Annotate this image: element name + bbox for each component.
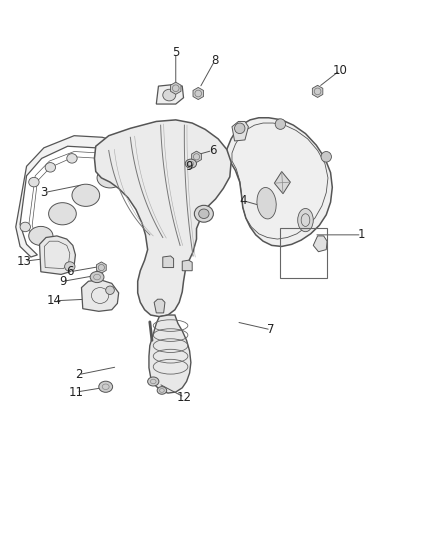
Ellipse shape xyxy=(185,159,197,168)
Ellipse shape xyxy=(199,209,209,219)
Ellipse shape xyxy=(275,119,286,130)
Text: 8: 8 xyxy=(211,54,219,67)
Text: 5: 5 xyxy=(172,46,180,59)
Ellipse shape xyxy=(114,166,125,175)
Ellipse shape xyxy=(20,222,31,232)
Polygon shape xyxy=(95,120,231,317)
Ellipse shape xyxy=(99,381,113,392)
Polygon shape xyxy=(81,280,119,311)
Polygon shape xyxy=(154,299,165,313)
Text: 6: 6 xyxy=(209,144,216,157)
Text: 9: 9 xyxy=(185,160,192,173)
Text: 10: 10 xyxy=(332,64,347,77)
Polygon shape xyxy=(192,151,201,163)
Ellipse shape xyxy=(132,176,142,186)
Text: 9: 9 xyxy=(60,275,67,288)
Text: 7: 7 xyxy=(267,324,275,336)
Bar xyxy=(279,228,327,278)
Polygon shape xyxy=(313,236,327,252)
Ellipse shape xyxy=(148,377,159,386)
Polygon shape xyxy=(156,85,184,104)
Ellipse shape xyxy=(298,208,313,232)
Polygon shape xyxy=(193,87,204,100)
Ellipse shape xyxy=(29,177,39,187)
Polygon shape xyxy=(170,82,181,94)
Ellipse shape xyxy=(97,168,123,188)
Polygon shape xyxy=(182,260,192,271)
Text: 12: 12 xyxy=(177,391,192,404)
Ellipse shape xyxy=(29,227,53,245)
Text: 13: 13 xyxy=(17,255,32,268)
Polygon shape xyxy=(39,236,75,274)
Polygon shape xyxy=(312,85,323,98)
Polygon shape xyxy=(227,118,332,246)
Ellipse shape xyxy=(151,189,162,198)
Polygon shape xyxy=(16,136,182,257)
Ellipse shape xyxy=(106,286,114,294)
Text: 6: 6 xyxy=(66,265,74,278)
Ellipse shape xyxy=(49,203,76,225)
Text: 11: 11 xyxy=(69,385,84,399)
Ellipse shape xyxy=(163,90,176,101)
Polygon shape xyxy=(149,315,191,393)
Text: 3: 3 xyxy=(40,186,48,199)
Ellipse shape xyxy=(194,205,213,222)
Polygon shape xyxy=(163,256,173,268)
Ellipse shape xyxy=(90,271,104,282)
Ellipse shape xyxy=(65,262,75,271)
Ellipse shape xyxy=(321,151,332,162)
Polygon shape xyxy=(274,172,290,193)
Ellipse shape xyxy=(257,188,276,219)
Polygon shape xyxy=(232,122,248,141)
Ellipse shape xyxy=(72,184,100,206)
Ellipse shape xyxy=(67,154,77,163)
Text: 4: 4 xyxy=(239,194,247,207)
Ellipse shape xyxy=(45,163,56,172)
Polygon shape xyxy=(96,262,106,273)
Ellipse shape xyxy=(235,123,245,134)
Ellipse shape xyxy=(157,386,167,394)
Text: 2: 2 xyxy=(75,368,82,381)
Ellipse shape xyxy=(95,156,105,166)
Text: 14: 14 xyxy=(47,294,62,308)
Text: 1: 1 xyxy=(358,228,365,241)
